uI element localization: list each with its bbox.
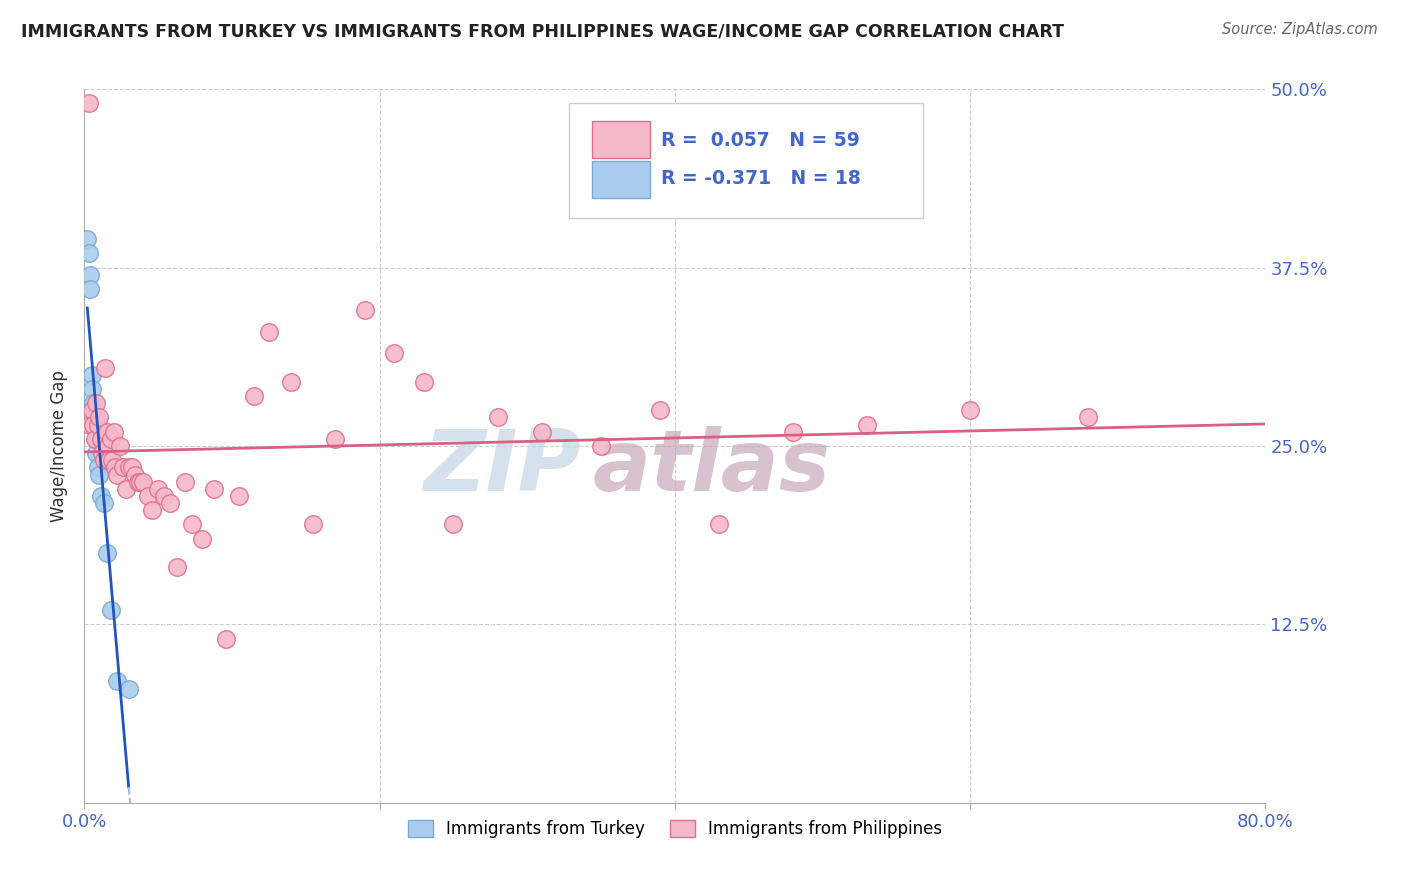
Point (86, 417, 108, 432)
Point (91, 446, 114, 460)
Point (98, 453, 121, 467)
Point (486, 410, 509, 425)
Point (215, 632, 238, 646)
Point (79, 417, 101, 432)
Point (82, 417, 104, 432)
Point (257, 325, 280, 339)
Point (124, 467, 146, 482)
Point (97, 439, 120, 453)
Point (86, 460, 108, 475)
Point (354, 303, 377, 318)
Point (108, 439, 131, 453)
Text: IMMIGRANTS FROM TURKEY VS IMMIGRANTS FROM PHILIPPINES WAGE/INCOME GAP CORRELATIO: IMMIGRANTS FROM TURKEY VS IMMIGRANTS FRO… (21, 22, 1064, 40)
Point (80, 403, 103, 417)
Point (132, 475, 155, 489)
Point (93, 496, 115, 510)
Point (94, 360, 117, 375)
Point (382, 346, 406, 360)
Point (87, 467, 111, 482)
Point (591, 439, 613, 453)
Point (100, 603, 122, 617)
Text: R = -0.371   N = 18: R = -0.371 N = 18 (661, 169, 860, 188)
Point (80, 368, 103, 382)
Point (127, 475, 149, 489)
Point (84, 446, 107, 460)
Point (148, 482, 170, 496)
Point (228, 489, 250, 503)
Point (83, 432, 105, 446)
Point (87, 410, 111, 425)
FancyBboxPatch shape (592, 121, 650, 159)
Point (84, 396, 107, 410)
Point (166, 560, 188, 574)
Point (103, 425, 125, 439)
Point (141, 503, 163, 517)
Point (129, 475, 152, 489)
Point (443, 517, 465, 532)
Point (121, 460, 143, 475)
Point (959, 403, 981, 417)
Text: atlas: atlas (592, 425, 831, 509)
FancyBboxPatch shape (568, 103, 922, 218)
Point (101, 453, 124, 467)
Point (90, 432, 112, 446)
Point (100, 432, 122, 446)
Point (84, 432, 107, 446)
Point (413, 375, 436, 389)
Text: Source: ZipAtlas.com: Source: ZipAtlas.com (1222, 22, 1378, 37)
Point (105, 467, 128, 482)
Point (650, 403, 672, 417)
Point (80, 382, 103, 396)
Point (531, 425, 554, 439)
Point (76, 232, 98, 246)
Point (709, 517, 731, 532)
Point (136, 489, 159, 503)
Point (90, 489, 112, 503)
Point (111, 460, 134, 475)
Point (153, 489, 176, 503)
Point (280, 375, 302, 389)
Point (114, 482, 136, 496)
Point (82, 396, 104, 410)
Point (159, 496, 181, 510)
Point (191, 532, 214, 546)
Point (856, 417, 879, 432)
Point (96, 546, 118, 560)
Point (1077, 410, 1099, 425)
Point (118, 681, 141, 696)
Text: R =  0.057   N = 59: R = 0.057 N = 59 (661, 131, 859, 150)
Point (83, 410, 105, 425)
Point (93, 453, 115, 467)
Point (77, 246, 100, 260)
Legend: Immigrants from Turkey, Immigrants from Philippines: Immigrants from Turkey, Immigrants from … (401, 813, 949, 845)
Point (118, 460, 141, 475)
Point (782, 425, 804, 439)
Point (181, 517, 204, 532)
Point (302, 517, 325, 532)
Point (104, 460, 127, 475)
Point (243, 389, 266, 403)
Point (105, 674, 128, 689)
FancyBboxPatch shape (592, 161, 650, 198)
Point (202, 482, 225, 496)
Point (79, 282, 101, 296)
Text: ZIP: ZIP (423, 425, 581, 509)
Point (77, 96, 100, 111)
Point (173, 475, 195, 489)
Point (96, 425, 118, 439)
Point (325, 432, 347, 446)
Point (79, 268, 101, 282)
Y-axis label: Wage/Income Gap: Wage/Income Gap (51, 370, 69, 522)
